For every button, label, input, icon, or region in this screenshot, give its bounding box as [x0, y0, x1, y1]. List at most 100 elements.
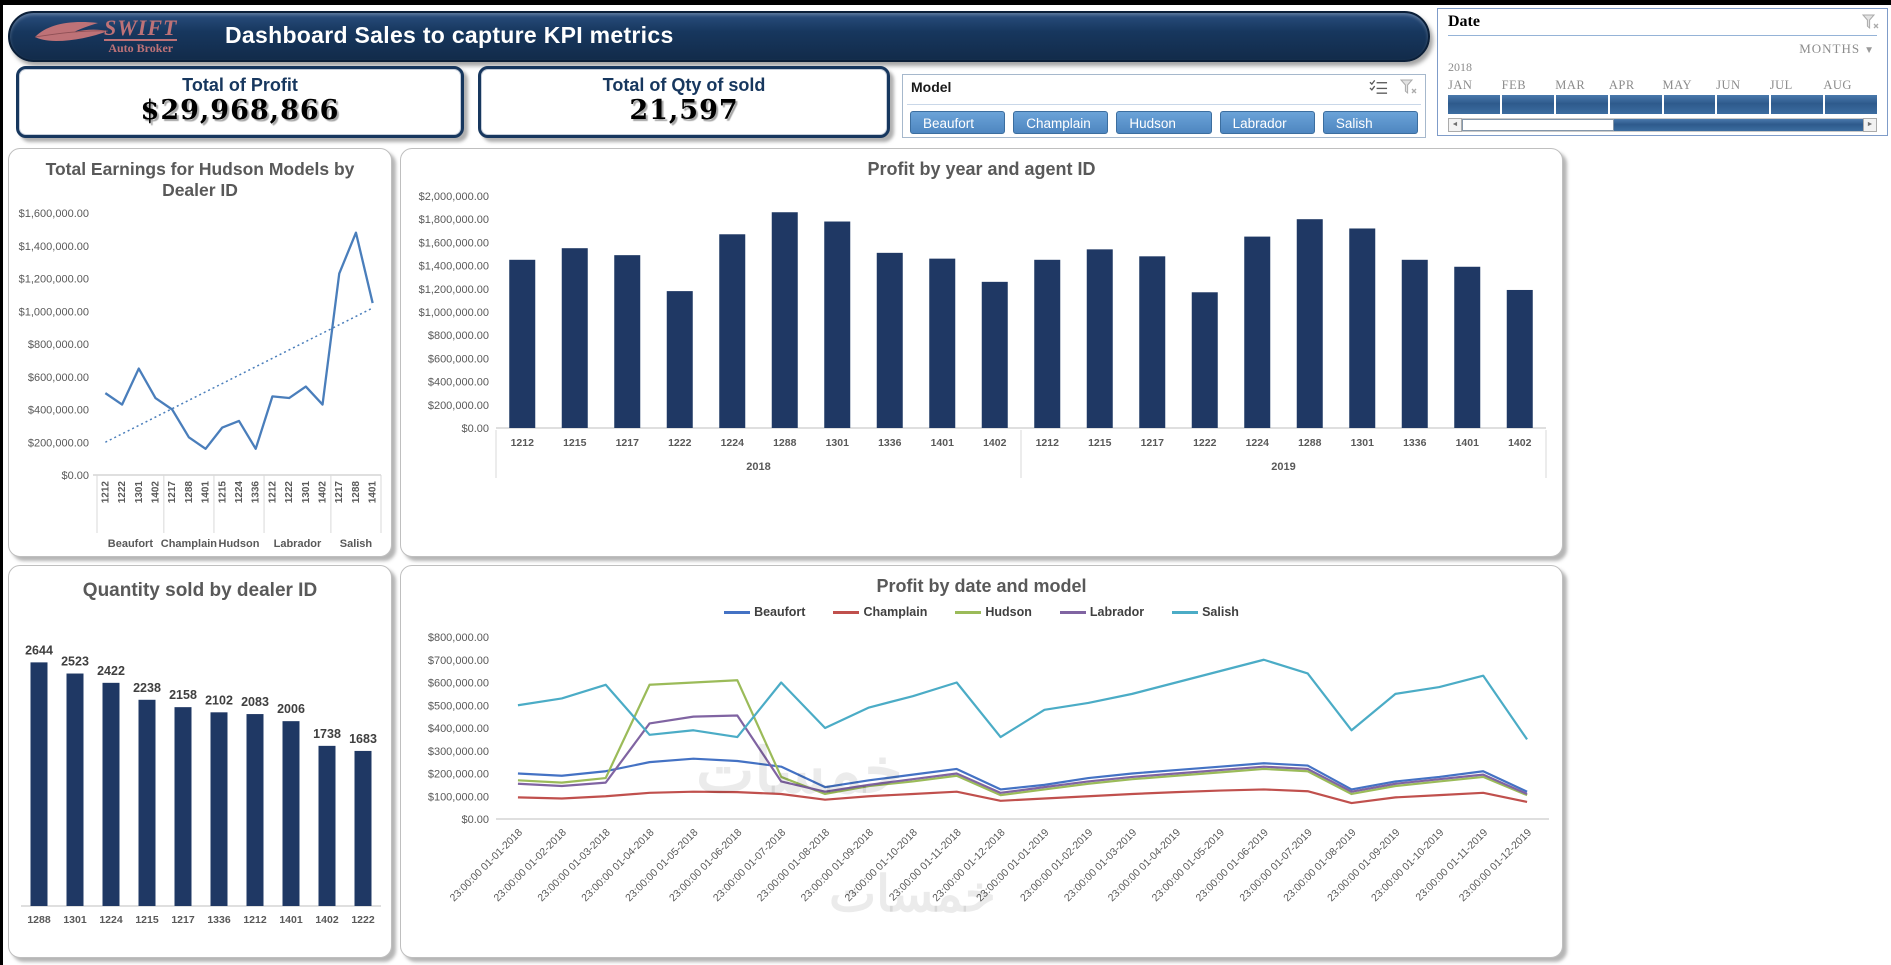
- model-slicer-item-labrador[interactable]: Labrador: [1219, 111, 1315, 134]
- feather-icon: [34, 22, 109, 41]
- scroll-left-arrow-icon[interactable]: ◄: [1448, 118, 1462, 132]
- svg-text:$1,600,000.00: $1,600,000.00: [19, 208, 89, 220]
- window-top-edge: [0, 0, 1891, 5]
- bar-1301: [66, 673, 84, 906]
- svg-text:$1,600,000.00: $1,600,000.00: [419, 237, 489, 249]
- legend-item-champlain: Champlain: [833, 603, 927, 621]
- svg-text:1301: 1301: [63, 914, 87, 926]
- svg-text:1222: 1222: [284, 481, 295, 504]
- svg-text:1224: 1224: [234, 481, 245, 504]
- timeline-segment-mar[interactable]: [1555, 95, 1608, 114]
- timeline-segment-feb[interactable]: [1501, 95, 1554, 114]
- svg-text:23:00:00 01-05-2018: 23:00:00 01-05-2018: [623, 827, 701, 905]
- chart-title-earnings: Total Earnings for Hudson Models by Deal…: [45, 159, 355, 200]
- scroll-right-arrow-icon[interactable]: ►: [1863, 118, 1877, 132]
- timeline-segment-apr[interactable]: [1609, 95, 1662, 114]
- svg-text:1215: 1215: [563, 437, 587, 449]
- model-slicer-item-champlain[interactable]: Champlain: [1013, 111, 1109, 134]
- model-slicer-header: Model: [903, 75, 1425, 103]
- svg-text:1212: 1212: [100, 481, 111, 504]
- panel-earnings-by-dealer: Total Earnings for Hudson Models by Deal…: [8, 148, 392, 557]
- svg-text:23:00:00 01-10-2019: 23:00:00 01-10-2019: [1369, 827, 1447, 905]
- legend-swatch-icon: [833, 610, 860, 614]
- legend-item-hudson: Hudson: [955, 603, 1032, 621]
- svg-text:1401: 1401: [368, 481, 379, 504]
- bar-1224: [102, 682, 120, 906]
- timeline-scroll-thumb[interactable]: [1462, 119, 1615, 131]
- bar-1224: [1244, 236, 1271, 428]
- legend-label: Labrador: [1089, 605, 1145, 619]
- svg-text:1402: 1402: [1508, 437, 1532, 449]
- bar-1401: [1454, 266, 1481, 428]
- svg-text:$400,000.00: $400,000.00: [28, 405, 89, 417]
- timeline-scrollbar[interactable]: ◄ ►: [1448, 118, 1877, 132]
- svg-text:23:00:00 01-01-2019: 23:00:00 01-01-2019: [974, 827, 1052, 905]
- svg-text:23:00:00 01-03-2019: 23:00:00 01-03-2019: [1062, 827, 1140, 905]
- timeline-month-label-feb: FEB: [1501, 78, 1527, 92]
- kpi-qty-title: Total of Qty of sold: [602, 75, 766, 95]
- timeline-segment-jun[interactable]: [1717, 95, 1770, 114]
- svg-text:1217: 1217: [1141, 437, 1165, 449]
- header-bar: SWIFT Auto Broker Dashboard Sales to cap…: [8, 11, 1430, 62]
- multi-select-icon[interactable]: [1369, 79, 1388, 95]
- legend-swatch-icon: [724, 610, 751, 614]
- timeline-segment-jan[interactable]: [1448, 95, 1500, 114]
- svg-text:2019: 2019: [1271, 461, 1295, 473]
- model-slicer-item-salish[interactable]: Salish: [1322, 111, 1419, 134]
- timeline-segment-may[interactable]: [1663, 95, 1716, 114]
- legend-swatch-icon: [955, 610, 982, 614]
- svg-text:1301: 1301: [826, 437, 850, 449]
- svg-text:1301: 1301: [301, 481, 312, 504]
- svg-text:1217: 1217: [171, 914, 195, 926]
- svg-text:$2,000,000.00: $2,000,000.00: [419, 191, 489, 203]
- svg-text:$400,000.00: $400,000.00: [428, 723, 489, 735]
- chart-title-profit-date: Profit by date and model: [876, 576, 1087, 596]
- bar-1301: [1349, 228, 1376, 428]
- series-line-labrador: [517, 714, 1528, 795]
- bar-1336: [876, 252, 903, 428]
- timeline-segment-aug[interactable]: [1825, 95, 1877, 114]
- timeline-month-label-jan: JAN: [1448, 78, 1473, 92]
- series-line-salish: [517, 658, 1528, 740]
- model-slicer-item-hudson[interactable]: Hudson: [1116, 111, 1212, 134]
- svg-text:1336: 1336: [878, 437, 902, 449]
- timeline-scroll-track[interactable]: [1462, 118, 1863, 132]
- timeline-month-labels: JAN FEB MAR APR MAY JUN JUL AUG: [1448, 78, 1877, 93]
- clear-filter-icon[interactable]: [1862, 14, 1879, 30]
- svg-text:Salish: Salish: [340, 538, 373, 550]
- svg-text:$1,200,000.00: $1,200,000.00: [419, 284, 489, 296]
- svg-text:1215: 1215: [217, 481, 228, 504]
- svg-text:1222: 1222: [351, 914, 375, 926]
- timeline-segment-jul[interactable]: [1771, 95, 1824, 114]
- earnings-series-line: [104, 231, 374, 450]
- timeline-period-dropdown[interactable]: MONTHS ▼: [1799, 41, 1875, 57]
- profit-line-chart: $800,000.00 $700,000.00 $600,000.00 $500,00…: [428, 632, 1549, 905]
- bar-1401: [282, 721, 300, 906]
- svg-text:1402: 1402: [318, 481, 329, 504]
- bar-1288: [771, 212, 798, 428]
- bar-1222: [666, 291, 693, 428]
- svg-text:$1,400,000.00: $1,400,000.00: [19, 241, 89, 253]
- svg-text:2422: 2422: [97, 664, 125, 678]
- svg-text:1401: 1401: [279, 914, 303, 926]
- svg-text:$800,000.00: $800,000.00: [28, 339, 89, 351]
- svg-text:23:00:00 01-09-2019: 23:00:00 01-09-2019: [1325, 827, 1403, 905]
- svg-text:Labrador: Labrador: [274, 538, 322, 550]
- timeline-month-label-may: MAY: [1662, 78, 1693, 92]
- svg-text:23:00:00 01-07-2019: 23:00:00 01-07-2019: [1237, 827, 1315, 905]
- svg-text:1288: 1288: [1298, 437, 1322, 449]
- svg-text:1336: 1336: [1403, 437, 1427, 449]
- bar-1222: [1191, 292, 1218, 428]
- clear-filter-icon[interactable]: [1400, 79, 1417, 95]
- svg-text:23:00:00 01-06-2018: 23:00:00 01-06-2018: [667, 827, 745, 905]
- svg-text:$1,000,000.00: $1,000,000.00: [419, 307, 489, 319]
- svg-text:1217: 1217: [616, 437, 640, 449]
- bar-1212: [1034, 259, 1061, 428]
- svg-text:23:00:00 01-09-2018: 23:00:00 01-09-2018: [799, 827, 877, 905]
- model-slicer-item-beaufort[interactable]: Beaufort: [910, 111, 1006, 134]
- svg-text:2158: 2158: [169, 688, 197, 702]
- legend-item-beaufort: Beaufort: [724, 603, 805, 621]
- bar-1212: [509, 259, 536, 428]
- bar-1401: [929, 258, 956, 428]
- timeline-month-label-jun: JUN: [1716, 78, 1741, 92]
